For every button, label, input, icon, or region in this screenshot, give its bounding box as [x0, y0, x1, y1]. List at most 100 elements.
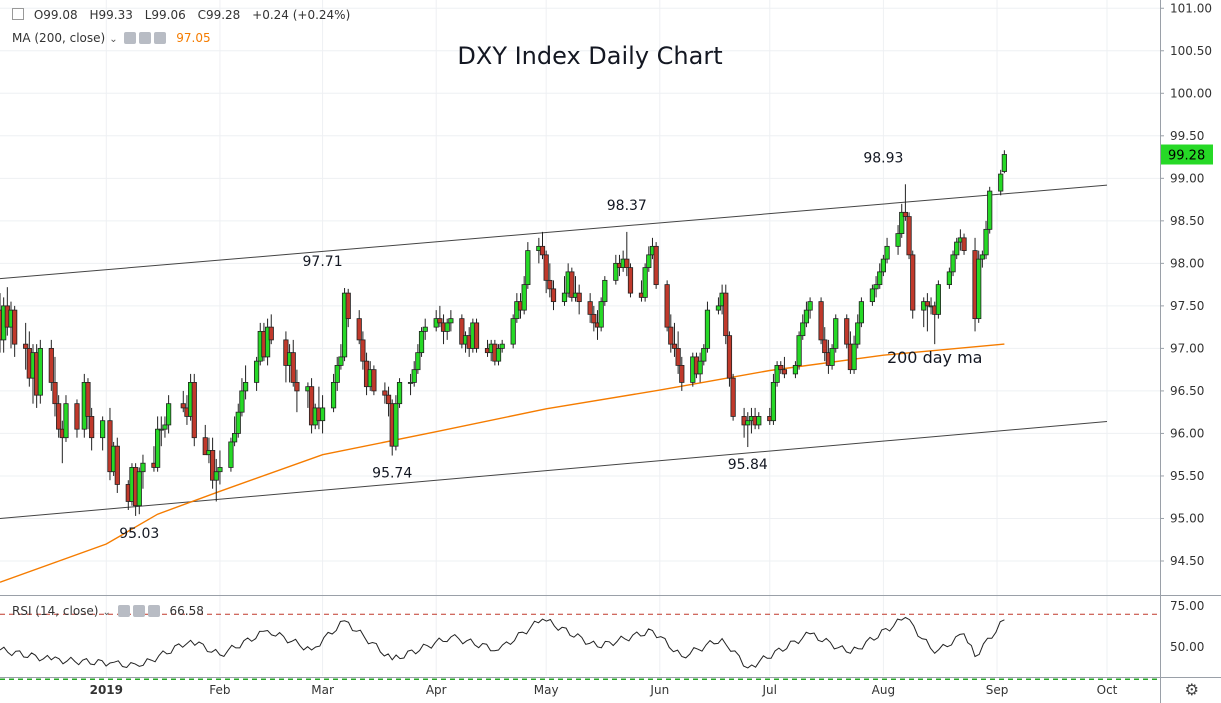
candle	[52, 356, 58, 417]
x-tick-label: Apr	[426, 683, 447, 697]
candle-body	[906, 216, 912, 256]
open-key: O	[33, 8, 44, 22]
candle-body	[756, 416, 762, 426]
candle-body	[100, 420, 106, 439]
candle	[910, 250, 916, 319]
candle	[800, 314, 806, 340]
annotation-label: 98.37	[607, 198, 647, 214]
candle	[396, 378, 403, 408]
candle	[158, 416, 164, 447]
candle	[803, 301, 810, 328]
y-tick-label: 94.50	[1170, 554, 1204, 568]
candle-body	[23, 343, 29, 349]
candle	[983, 220, 989, 260]
candle-body	[613, 262, 619, 281]
close-key: C	[197, 8, 206, 22]
y-tick-label: 99.50	[1170, 129, 1204, 143]
candle	[770, 373, 777, 425]
eye-icon[interactable]	[124, 32, 137, 44]
candle-body	[844, 318, 850, 345]
candle	[774, 361, 780, 387]
candle-body	[998, 173, 1004, 192]
candle	[807, 297, 813, 319]
candle	[902, 184, 908, 221]
candle	[341, 288, 348, 362]
candle	[998, 169, 1004, 196]
candle-body	[473, 322, 480, 349]
collapse-toggle[interactable]	[12, 8, 24, 20]
close-icon[interactable]	[154, 32, 167, 44]
candle	[624, 231, 630, 277]
candle-body	[191, 382, 197, 439]
candle	[679, 356, 685, 391]
candle-body	[422, 326, 428, 332]
close-icon[interactable]	[147, 605, 160, 617]
candle-body	[829, 347, 835, 366]
candle-body	[418, 330, 425, 354]
x-tick-label: May	[534, 683, 559, 697]
candle	[976, 250, 982, 323]
low-value: 99.06	[151, 8, 186, 22]
candle	[895, 225, 901, 255]
x-tick-label: Aug	[872, 683, 895, 697]
candle	[213, 458, 219, 502]
chevron-down-icon[interactable]: ⌄	[109, 34, 118, 45]
candle	[701, 344, 707, 366]
candle-body	[723, 292, 729, 337]
candle	[114, 437, 120, 493]
annotations: 95.03 97.71 95.74 98.37 95.84 98.93 200 day ma	[119, 150, 982, 542]
candle-body	[668, 326, 674, 345]
channel-upper-line	[0, 184, 1108, 280]
candle-body	[946, 271, 952, 286]
candle-body	[569, 271, 575, 298]
candle	[543, 250, 549, 294]
candle	[37, 339, 43, 404]
candle	[668, 314, 674, 353]
candle	[723, 284, 729, 345]
candle	[239, 378, 245, 417]
candle-body	[543, 254, 549, 281]
candle-body	[356, 318, 362, 341]
gear-icon[interactable]	[139, 32, 152, 44]
candle	[569, 267, 575, 302]
candle-body	[591, 313, 597, 324]
last-price-bg	[1161, 144, 1213, 165]
candle	[74, 399, 80, 438]
candle-body	[807, 301, 813, 311]
candle	[792, 361, 799, 379]
candle	[418, 327, 425, 357]
candle	[855, 314, 861, 349]
candle-body	[114, 445, 120, 485]
rsi-legend: RSI (14, close) ⌄ 66.58	[12, 604, 204, 618]
candle	[730, 373, 736, 421]
candle	[833, 314, 839, 353]
candle	[946, 267, 952, 289]
candle	[89, 407, 95, 451]
candle	[704, 301, 711, 353]
candle-body	[242, 382, 249, 392]
candle-body	[642, 267, 648, 298]
candle-body	[803, 309, 810, 324]
candle-body	[180, 403, 186, 409]
candle-body	[792, 365, 799, 375]
candle	[319, 395, 326, 434]
candle-body	[239, 390, 245, 413]
candle	[338, 344, 344, 370]
candle-body	[202, 437, 208, 456]
candle	[961, 233, 967, 255]
candle-body	[884, 245, 890, 260]
candle-body	[715, 305, 722, 311]
candle-body	[547, 279, 553, 290]
candle-body	[407, 382, 414, 384]
candle-body	[228, 441, 234, 468]
y-tick-label: 97.00	[1170, 341, 1204, 355]
eye-icon[interactable]	[117, 605, 130, 617]
candle-body	[653, 245, 659, 286]
candle-body	[851, 343, 857, 371]
candle	[745, 412, 751, 448]
candle-body	[495, 347, 502, 362]
gear-icon[interactable]	[132, 605, 145, 617]
settings-gear-icon[interactable]: ⚙	[1184, 680, 1199, 699]
chevron-down-icon[interactable]: ⌄	[102, 607, 111, 618]
